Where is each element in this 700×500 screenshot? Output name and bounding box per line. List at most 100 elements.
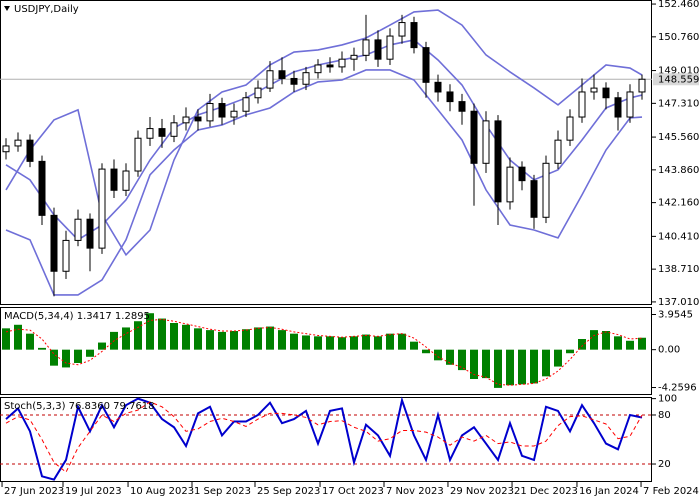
candle-body [242,97,250,112]
macd-bar [530,349,539,384]
candle-body [266,70,274,89]
y-tick-label: 137.010 [658,297,699,308]
candle-body [578,91,586,118]
candle-body [110,168,118,191]
candle-body [470,110,478,164]
macd-bar [242,329,251,350]
candle-body [170,122,178,137]
candle-body [398,22,406,37]
macd-bar [422,349,431,354]
indicator-line [5,318,643,386]
x-tick-label: 17 Oct 2023 [322,486,384,497]
macd-bar [290,333,299,350]
macd-bar [50,349,59,366]
macd-bar [86,349,95,357]
candle-body [230,110,238,118]
y-tick-label: 142.160 [658,198,699,209]
candle-body [350,54,358,60]
x-tick-label: 7 Feb 2024 [643,486,699,497]
indicator-title: Stoch(5,3,3) 76.8360 79.7618 [4,401,155,412]
y-tick-label: 80 [658,410,671,421]
panel-frame [0,307,652,395]
candle-body [302,72,310,85]
macd-bar [602,331,611,350]
macd-bar [554,349,563,367]
candle-body [530,180,538,218]
candle-body [446,91,454,103]
macd-bar [482,349,491,379]
macd-bar [62,349,71,368]
y-tick-label: 100 [658,394,677,405]
y-tick-label: 138.710 [658,264,699,275]
candle-body [86,218,94,249]
candle-body [278,70,286,79]
macd-bar [362,334,371,350]
indicator-line [5,396,643,481]
macd-bar [446,349,455,365]
macd-bar [470,349,479,379]
candle-body [26,139,34,162]
candle-body [566,116,574,141]
x-tick-label: 25 Sep 2023 [257,486,320,497]
macd-bar [170,323,179,350]
macd-bar [146,313,155,350]
last-price-label: 148.559 [658,74,699,85]
y-tick-label: 147.310 [658,98,699,109]
x-tick-label: 21 Dec 2023 [514,486,578,497]
candle-body [614,97,622,118]
macd-bar [590,330,599,350]
macd-bar [458,349,467,371]
indicator-line [5,401,643,473]
candle-body [206,103,214,122]
y-tick-label: 0.00 [658,345,680,356]
y-tick-label: -4.2596 [658,383,697,394]
y-tick-label: 150.760 [658,32,699,43]
last-price-box [653,73,699,86]
macd-bar [38,347,47,350]
macd-bar [494,349,503,388]
panel-frame [0,397,652,482]
candle-body [62,239,70,272]
macd-bar [518,349,527,385]
candle-body [386,35,394,60]
candle-body [554,139,562,164]
candle-body [182,116,190,124]
candle-body [410,22,418,49]
candle-body [218,103,226,118]
indicator-line [5,69,643,296]
macd-bar [374,336,383,350]
macd-bar [410,341,419,350]
candle-body [374,39,382,60]
candle-body [38,160,46,216]
candle-body [98,168,106,249]
candle-body [458,101,466,112]
candle-body [518,166,526,182]
macd-bar [278,330,287,350]
indicator-title: MACD(5,34,4) 1.3417 1.2895 [4,311,150,322]
candle-body [314,64,322,74]
candle-body [74,218,82,241]
macd-bar [338,337,347,350]
candle-body [14,139,22,147]
x-tick-label: 19 Jul 2023 [65,486,122,497]
candle-body [158,128,166,137]
candle-body [50,214,58,272]
macd-bar [158,318,167,350]
chart-title: USDJPY,Daily [14,4,79,15]
candle-body [494,120,502,203]
candle-body [542,162,550,218]
macd-bar [506,349,515,386]
y-tick-label: 152.460 [658,0,699,10]
y-tick-label: 20 [658,459,671,470]
y-tick-label: 149.010 [658,66,699,77]
x-tick-label: 29 Nov 2023 [450,486,514,497]
candle-body [326,64,334,68]
macd-bar [74,349,83,363]
macd-bar [266,326,275,350]
candle-body [122,170,130,191]
x-tick-label: 27 Jun 2023 [4,486,64,497]
macd-bar [626,340,635,350]
macd-bar [2,328,11,350]
candle-body [422,47,430,83]
macd-bar [614,336,623,350]
